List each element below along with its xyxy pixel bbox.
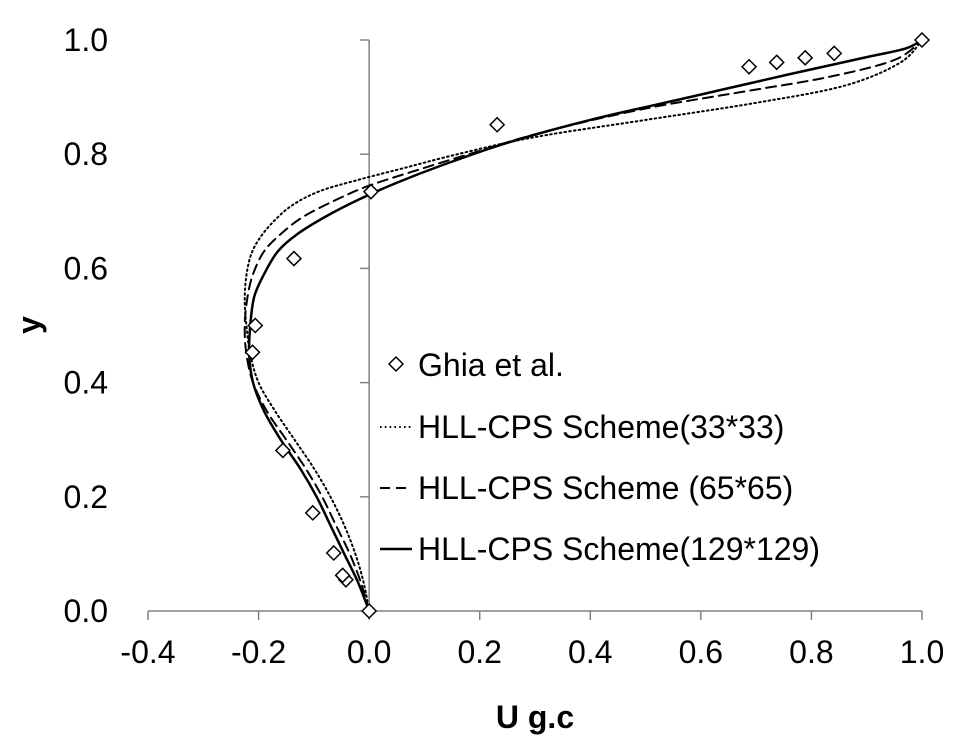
ghia-data-point	[325, 544, 342, 562]
x-tick-label: -0.2	[231, 634, 286, 670]
x-tick-label: 0.8	[789, 634, 833, 670]
legend-label: HLL-CPS Scheme(129*129)	[418, 531, 820, 567]
x-tick-label: -0.4	[120, 634, 175, 670]
legend-label: HLL-CPS Scheme (65*65)	[418, 470, 793, 506]
ghia-data-point	[274, 442, 291, 459]
x-tick-label: 0.0	[347, 634, 391, 670]
x-tick-label: 0.2	[457, 634, 501, 670]
ghia-data-point	[826, 45, 843, 62]
ghia-data-point	[247, 317, 264, 334]
ghia-data-point	[768, 54, 785, 71]
x-tick-label: 0.4	[568, 634, 612, 670]
series-line-dashed	[243, 39, 923, 612]
legend-label: Ghia et al.	[418, 347, 564, 383]
legend-label: HLL-CPS Scheme(33*33)	[418, 409, 784, 445]
x-tick-label: 1.0	[900, 634, 944, 670]
y-tick-label: 1.0	[64, 22, 108, 58]
legend: Ghia et al. HLL-CPS Scheme(33*33) HLL-CPS …	[380, 347, 820, 567]
ghia-data-point	[244, 344, 261, 361]
y-tick-label: 0.2	[64, 479, 108, 515]
ghia-data-point	[361, 602, 378, 620]
series-layer	[243, 38, 924, 613]
y-axis-title: y	[11, 316, 47, 334]
tick-labels: -0.4 -0.2 0.0 0.2 0.4 0.6 0.8 1.0 0.0 0.2 0.4 0.6 0.…	[64, 22, 945, 670]
y-tick-label: 0.0	[64, 593, 108, 629]
ghia-data-point	[334, 567, 351, 584]
y-tick-label: 0.4	[64, 365, 108, 401]
series-line-solid	[247, 38, 924, 613]
ghia-data-point	[362, 183, 380, 200]
y-tick-label: 0.8	[64, 136, 108, 172]
axes	[147, 39, 923, 620]
y-tick-label: 0.6	[64, 250, 108, 286]
ghia-data-point	[913, 31, 931, 49]
ghia-data-point	[741, 58, 758, 75]
ghia-data-point	[489, 116, 506, 133]
x-axis-title: U g.c	[496, 699, 574, 735]
ghia-data-point	[304, 504, 321, 521]
ghia-data-point	[797, 49, 814, 66]
x-tick-label: 0.6	[679, 634, 723, 670]
ghia-data-point	[285, 250, 303, 267]
series-line-dotted	[243, 39, 923, 612]
markers-layer	[244, 31, 931, 620]
legend-marker-diamond	[387, 355, 405, 373]
